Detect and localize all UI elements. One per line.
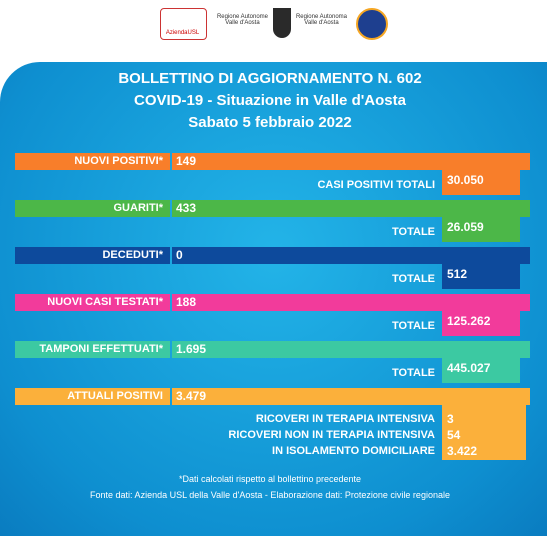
total-block (442, 170, 520, 195)
value-bar (172, 341, 530, 358)
row-value: 1.695 (176, 342, 207, 356)
logo-civil-protection (356, 8, 388, 40)
total-value: 125.262 (447, 314, 491, 328)
logo-text: AziendaUSL (165, 30, 200, 36)
total-label: TOTALE (392, 367, 435, 379)
row-value: 149 (176, 154, 197, 168)
row-label: ATTUALI POSITIVI (67, 390, 163, 402)
detail-value: 3.422 (447, 444, 478, 458)
title: BOLLETTINO DI AGGIORNAMENTO N. 602 (118, 70, 422, 87)
row-value: 0 (176, 248, 183, 262)
detail-label: RICOVERI IN TERAPIA INTENSIVA (255, 413, 435, 425)
total-value: 30.050 (447, 173, 484, 187)
value-bar (172, 200, 530, 217)
row-label: TAMPONI EFFETTUATI* (39, 343, 163, 355)
label-bar (15, 388, 170, 405)
total-block (442, 358, 520, 383)
total-value: 512 (447, 267, 468, 281)
row-value: 433 (176, 201, 197, 215)
row-label: NUOVI CASI TESTATI* (47, 296, 163, 308)
detail-label: RICOVERI NON IN TERAPIA INTENSIVA (228, 429, 435, 441)
value-bar (172, 153, 530, 170)
total-label: TOTALE (392, 320, 435, 332)
row-label: GUARITI* (113, 202, 164, 214)
total-block (442, 311, 520, 336)
title: Sabato 5 febbraio 2022 (188, 114, 352, 131)
logo-text: Regione Autonome Valle d'Aosta (216, 14, 269, 26)
value-bar (172, 388, 530, 405)
total-value: 26.059 (447, 220, 484, 234)
logo-usl (160, 8, 207, 40)
label-bar (15, 200, 170, 217)
row-value: 188 (176, 295, 197, 309)
detail-value: 3 (447, 412, 454, 426)
total-label: TOTALE (392, 226, 435, 238)
detail-label: IN ISOLAMENTO DOMICILIARE (272, 445, 435, 457)
value-bar (172, 294, 530, 311)
value-bar (172, 247, 530, 264)
label-bar (15, 294, 170, 311)
footnote: *Dati calcolati rispetto al bollettino p… (178, 474, 362, 484)
total-value: 445.027 (447, 361, 491, 375)
label-bar (15, 247, 170, 264)
title: COVID-19 - Situazione in Valle d'Aosta (134, 92, 406, 109)
logo-text: Regione Autonoma Valle d'Aosta (295, 14, 348, 26)
label-bar (15, 341, 170, 358)
total-block (442, 264, 520, 289)
total-label: TOTALE (392, 273, 435, 285)
label-bar (15, 153, 170, 170)
total-block (442, 217, 520, 242)
row-label: DECEDUTI* (102, 249, 163, 261)
detail-value: 54 (447, 428, 461, 442)
row-value: 3.479 (176, 389, 207, 403)
total-label: CASI POSITIVI TOTALI (317, 179, 435, 191)
logo-shield (273, 8, 291, 38)
footnote: Fonte dati: Azienda USL della Valle d'Ao… (90, 490, 450, 500)
row-label: NUOVI POSITIVI* (74, 155, 163, 167)
details-block (442, 405, 526, 460)
